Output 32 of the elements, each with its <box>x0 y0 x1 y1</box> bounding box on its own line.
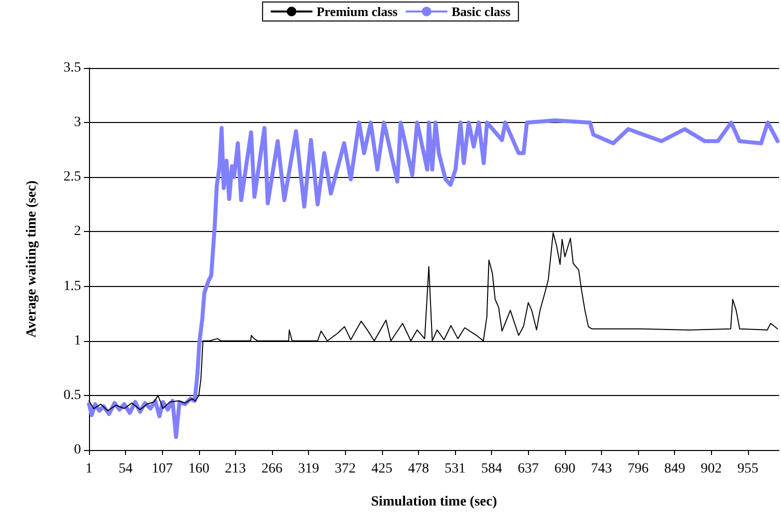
x-tick-label: 637 <box>518 462 539 476</box>
y-tick-label: 1 <box>74 333 81 348</box>
y-tick-label: 2 <box>74 224 81 240</box>
x-tick-label: 849 <box>664 462 686 476</box>
x-tick-label: 107 <box>152 462 173 476</box>
y-tick-label: 2.5 <box>64 170 81 185</box>
x-tick-label: 796 <box>628 462 649 476</box>
y-tick-label: 0.5 <box>64 388 81 403</box>
y-axis-title: Average waiting time (sec) <box>24 180 40 338</box>
x-tick-label: 319 <box>298 462 320 476</box>
x-tick-label: 266 <box>262 462 283 476</box>
x-tick-label: 213 <box>224 462 246 476</box>
x-tick-label: 955 <box>737 462 758 476</box>
x-tick-label: 531 <box>444 462 466 476</box>
line-series <box>87 118 780 439</box>
x-tick-label: 478 <box>408 462 429 476</box>
x-tick-label: 160 <box>188 462 210 476</box>
x-tick-label: 690 <box>554 462 576 476</box>
legend-label: Premium class <box>316 4 398 19</box>
x-axis-title: Simulation time (sec) <box>371 494 498 510</box>
x-tick-label: 743 <box>590 462 612 476</box>
x-tick-label: 584 <box>481 462 502 476</box>
y-tick-label: 0 <box>74 442 81 458</box>
y-tick-label: 1.5 <box>64 278 81 294</box>
y-tick-label: 3 <box>74 115 81 130</box>
x-tick-label: 372 <box>334 462 356 476</box>
x-tick-label: 54 <box>118 462 133 476</box>
y-tick-label: 3.5 <box>64 60 81 76</box>
x-tick-label: 425 <box>371 462 392 476</box>
x-tick-label: 902 <box>700 462 722 476</box>
x-tick-label: 1 <box>86 462 92 476</box>
legend-label: Basic class <box>452 4 510 19</box>
